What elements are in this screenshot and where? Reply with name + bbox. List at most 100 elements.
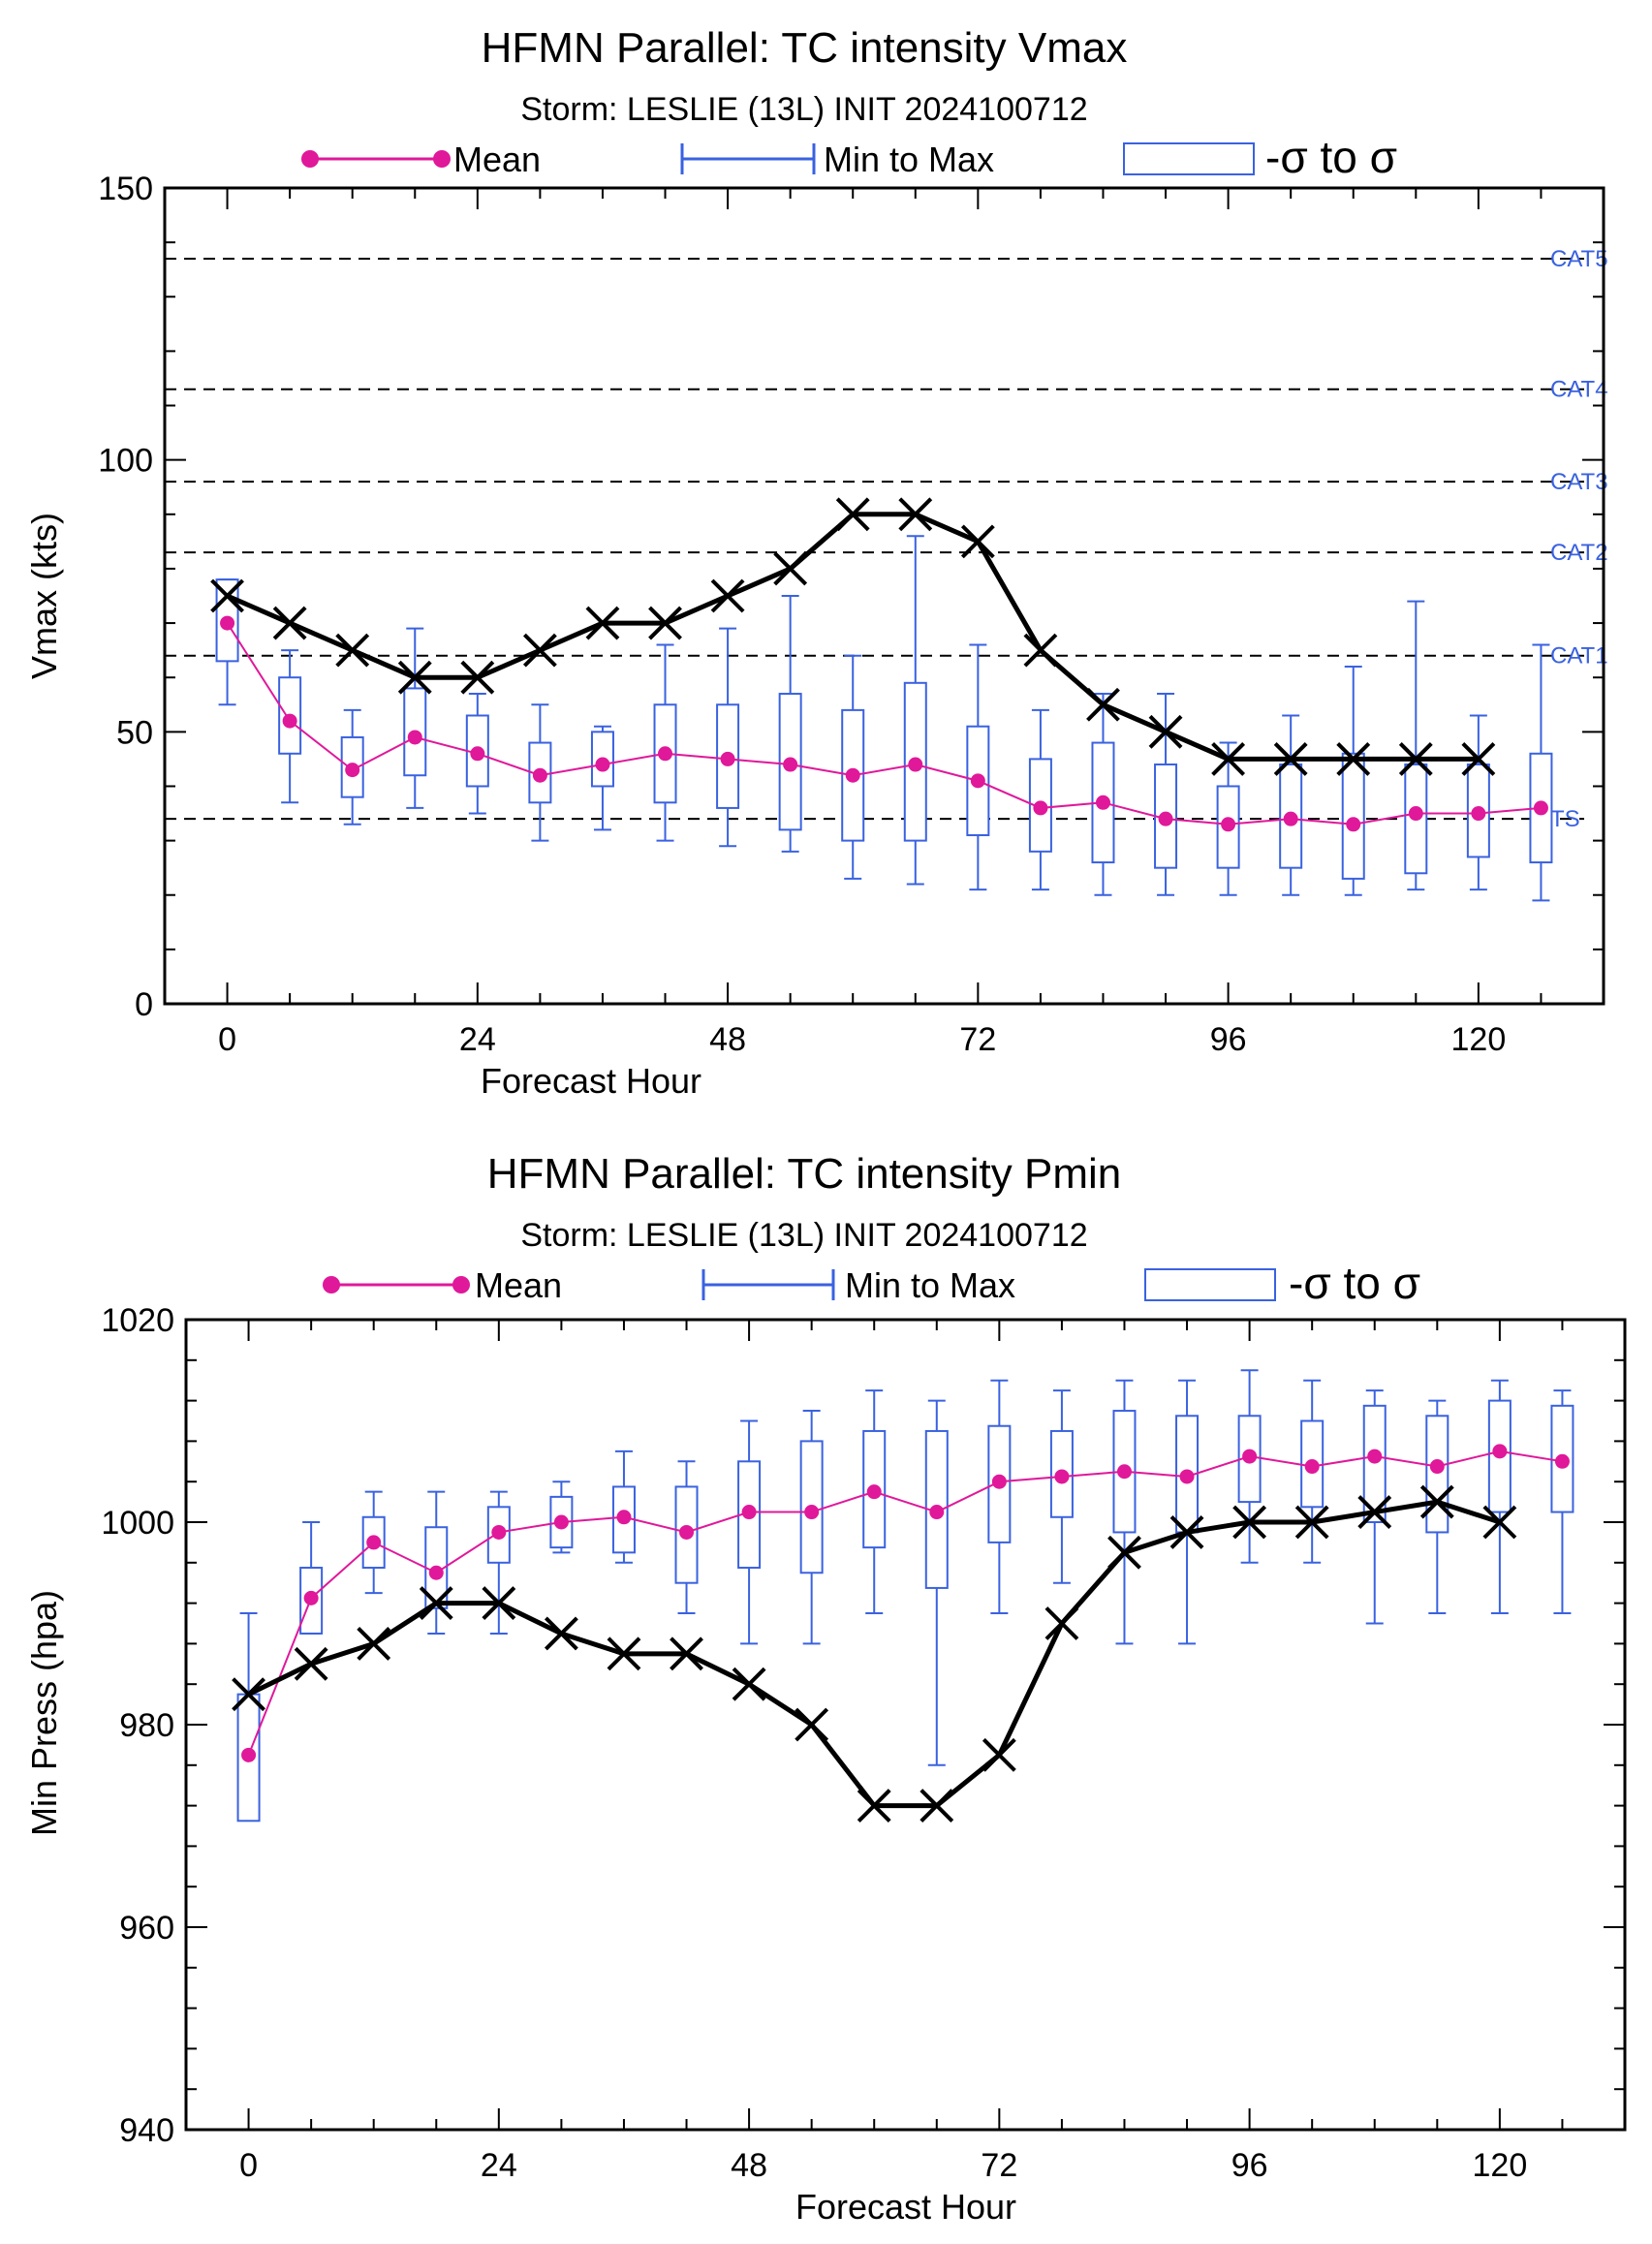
vmax-observed-marker-h48-stroke-b (710, 578, 745, 613)
vmax-threshold-cat3-label: CAT3 (1550, 469, 1608, 495)
vmax-observed-marker-h6-stroke-b (272, 606, 307, 640)
vmax-observed-marker-h60 (835, 497, 870, 532)
pmin-observed-marker-h78-stroke-b (1044, 1606, 1079, 1640)
pmin-observed-marker-h66-stroke-b (920, 1789, 954, 1823)
pmin-observed-marker-h66 (920, 1789, 954, 1823)
pmin-observed-marker-h48-stroke-b (732, 1667, 766, 1701)
pmin-observed-marker-h114 (1419, 1484, 1454, 1519)
vmax-legend-mean-marker-right (433, 150, 451, 168)
vmax-threshold-cat1-label: CAT1 (1550, 643, 1608, 670)
pmin-ytick-label-940: 940 (119, 2112, 174, 2149)
pmin-legend-sigma-box (1144, 1268, 1276, 1301)
pmin-observed-marker-h108 (1357, 1495, 1392, 1529)
pmin-chart-subtitle: Storm: LESLIE (13L) INIT 2024100712 (520, 1217, 1087, 1254)
vmax-xtick-label-96: 96 (1210, 1021, 1247, 1058)
pmin-observed-marker-h120 (1482, 1505, 1517, 1540)
vmax-xtick-label-72: 72 (959, 1021, 996, 1058)
vmax-mean-point-h6 (282, 713, 297, 729)
pmin-mean-point-h54 (804, 1505, 820, 1520)
vmax-observed-marker-h120-stroke-b (1461, 741, 1496, 776)
pmin-xtick-label-48: 48 (731, 2147, 767, 2184)
vmax-mean-point-h108 (1346, 817, 1361, 832)
vmax-threshold-ts-label: TS (1550, 806, 1580, 832)
pmin-xtick-label-0: 0 (239, 2147, 258, 2184)
pmin-observed-marker-h84 (1107, 1535, 1141, 1570)
vmax-ensemble-h108-sigma-box (1341, 752, 1365, 880)
pmin-observed-marker-h48 (732, 1667, 766, 1701)
pmin-mean-point-h36 (616, 1510, 632, 1525)
pmin-mean-point-h126 (1554, 1453, 1570, 1469)
vmax-mean-point-h102 (1283, 811, 1298, 826)
pmin-observed-marker-h120-stroke-b (1482, 1505, 1517, 1540)
pmin-mean-point-h48 (741, 1505, 757, 1520)
pmin-mean-point-h66 (929, 1505, 945, 1520)
pmin-observed-marker-h0 (232, 1677, 265, 1712)
vmax-observed-marker-h102-stroke-b (1273, 741, 1308, 776)
pmin-legend-mean-label: Mean (475, 1265, 562, 1305)
pmin-mean-point-h60 (866, 1484, 882, 1500)
vmax-observed-marker-h90-stroke-b (1148, 714, 1183, 749)
pmin-ytick-label-1020: 1020 (101, 1302, 174, 1339)
pmin-observed-marker-h36-stroke-b (607, 1636, 641, 1671)
pmin-legend-mean-marker-right (452, 1276, 470, 1293)
pmin-mean-point-h120 (1492, 1444, 1508, 1459)
vmax-mean-point-h126 (1533, 800, 1548, 816)
vmax-legend: Mean Min to Max -σ to σ (301, 132, 1397, 182)
vmax-observed-marker-h96 (1211, 741, 1246, 776)
vmax-legend-range-label: Min to Max (824, 140, 994, 179)
pmin-legend-mean-marker-left (323, 1276, 340, 1293)
vmax-mean-line (226, 622, 1542, 826)
vmax-chart-subtitle: Storm: LESLIE (13L) INIT 2024100712 (520, 91, 1087, 128)
pmin-observed-marker-h72-stroke-b (982, 1737, 1016, 1772)
vmax-mean-point-h24 (470, 746, 485, 762)
vmax-observed-marker-h84-stroke-b (1086, 687, 1120, 722)
vmax-observed-marker-h78 (1023, 633, 1058, 668)
vmax-observed-marker-h90 (1148, 714, 1183, 749)
pmin-mean-line (247, 1449, 1563, 1756)
vmax-mean-point-h36 (595, 757, 610, 772)
vmax-xtick-label-120: 120 (1451, 1021, 1507, 1058)
vmax-panel: HFMN Parallel: TC intensity Vmax Storm: … (24, 24, 1608, 1101)
pmin-mean-point-h42 (679, 1524, 695, 1540)
pmin-mean-point-h72 (991, 1474, 1007, 1489)
vmax-observed-marker-h36 (585, 606, 620, 640)
vmax-mean-series (220, 615, 1548, 832)
vmax-ytick-label-50: 50 (116, 714, 153, 751)
pmin-x-axis-label: Forecast Hour (795, 2187, 1016, 2227)
vmax-observed-marker-h24-stroke-b (460, 660, 495, 695)
vmax-ytick-label-0: 0 (135, 986, 153, 1023)
vmax-plot-frame (163, 186, 1605, 1006)
pmin-legend-range-label: Min to Max (845, 1265, 1015, 1305)
vmax-observed-marker-h84 (1086, 687, 1120, 722)
vmax-observed-series (210, 497, 1496, 776)
pmin-observed-marker-h18-stroke-b (419, 1586, 453, 1621)
pmin-mean-point-h6 (303, 1590, 319, 1605)
pmin-observed-marker-h42 (670, 1636, 703, 1671)
pmin-observed-marker-h90 (1169, 1515, 1204, 1549)
pmin-mean-point-h102 (1304, 1459, 1320, 1475)
pmin-ytick-label-980: 980 (119, 1707, 174, 1744)
vmax-legend-sigma-box (1123, 142, 1255, 175)
pmin-observed-marker-h12-stroke-b (357, 1626, 391, 1661)
pmin-ytick-label-1000: 1000 (101, 1505, 174, 1542)
pmin-mean-point-h114 (1429, 1459, 1445, 1475)
vmax-mean-point-h78 (1033, 800, 1048, 816)
vmax-threshold-cat2-label: CAT2 (1550, 540, 1608, 566)
pmin-mean-point-h96 (1242, 1449, 1258, 1464)
pmin-legend-sigma-label: -σ to σ (1289, 1258, 1420, 1308)
vmax-observed-marker-h54-stroke-b (773, 551, 808, 586)
pmin-xtick-label-120: 120 (1473, 2147, 1528, 2184)
pmin-mean-point-h78 (1054, 1469, 1070, 1484)
pmin-observed-marker-h96-stroke-b (1232, 1505, 1267, 1540)
vmax-mean-point-h114 (1408, 806, 1423, 822)
vmax-axes: 0 24 48 72 96 120 0 50 100 150 (98, 171, 1605, 1058)
vmax-observed-marker-h36-stroke-b (585, 606, 620, 640)
vmax-mean-point-h60 (845, 767, 860, 783)
vmax-mean-point-h18 (407, 730, 422, 745)
vmax-mean-point-h66 (908, 757, 923, 772)
vmax-observed-marker-h108 (1336, 741, 1371, 776)
vmax-threshold-cat5-label: CAT5 (1550, 246, 1608, 272)
vmax-observed-marker-h102 (1273, 741, 1308, 776)
